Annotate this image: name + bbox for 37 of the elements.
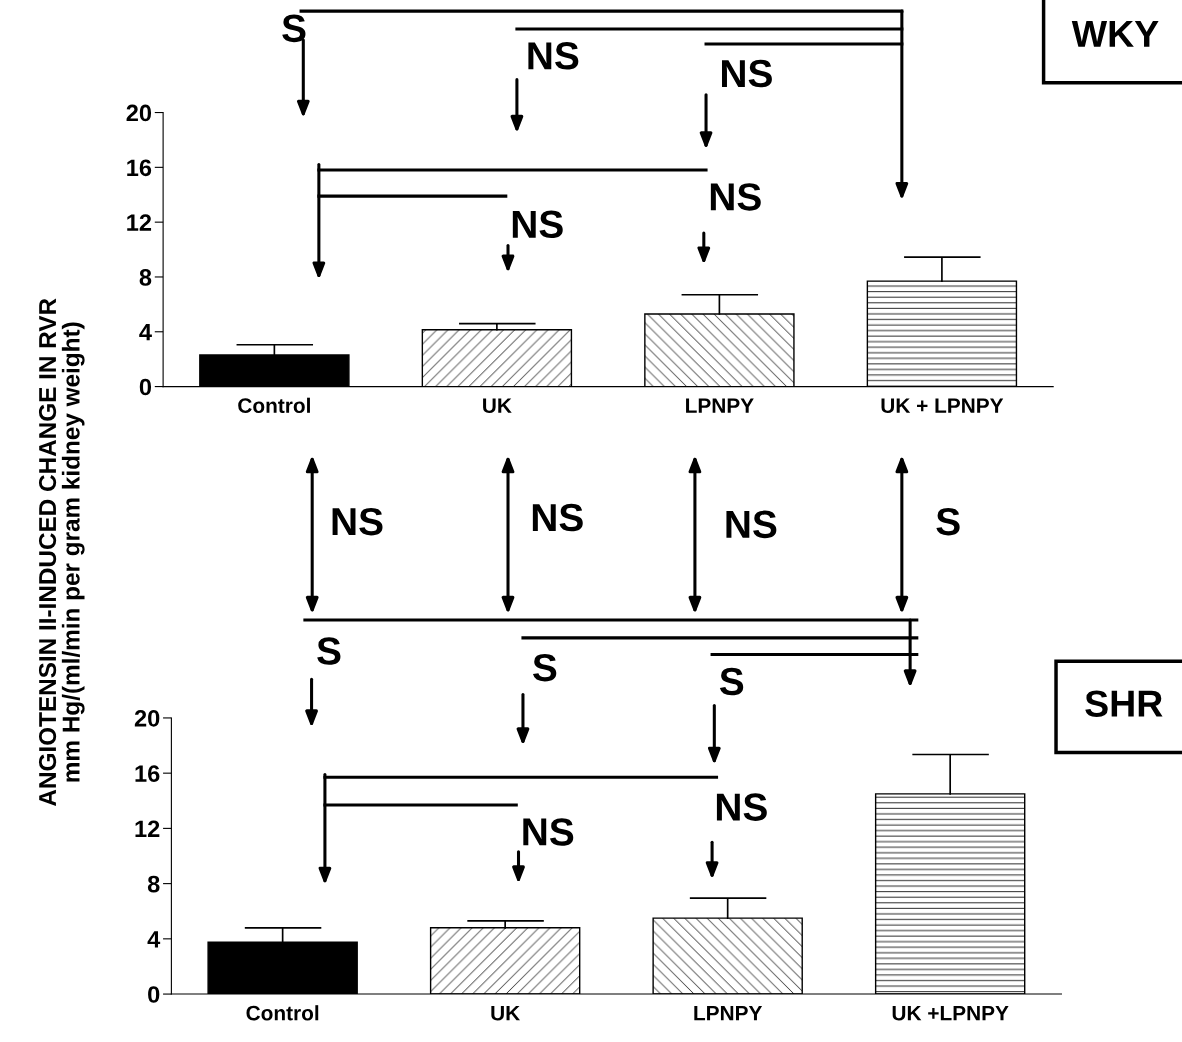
- text: S: [936, 507, 960, 536]
- x-tick-label: LPNPY: [686, 398, 754, 413]
- text: NS: [332, 507, 383, 536]
- annotation: NS: [523, 818, 574, 846]
- y-tick-label: 12: [135, 820, 160, 837]
- y-tick-label: 4: [139, 324, 152, 341]
- x-tick-label: UK +LPNPY: [892, 1005, 1009, 1021]
- x-tick-label: LPNPY: [694, 1005, 763, 1021]
- x-tick-label: UK + LPNPY: [881, 398, 1004, 413]
- text: S: [282, 14, 306, 43]
- y-tick-label: 20: [126, 104, 152, 122]
- y-tick-label: 16: [127, 159, 152, 177]
- text: S: [532, 653, 557, 682]
- text: NS: [722, 59, 772, 88]
- y-tick-label: 8: [147, 875, 160, 893]
- annotation: NS: [512, 210, 563, 239]
- text: S: [317, 637, 341, 665]
- y-tick-label: 0: [148, 986, 160, 1003]
- y-tick-label: 16: [135, 765, 160, 782]
- y-tick-label: 4: [147, 931, 161, 948]
- y-tick-label: 8: [139, 269, 152, 286]
- x-tick-label: Control: [238, 397, 310, 413]
- y-axis-title: ANGIOTENSIN II-INDUCED CHANGE IN RVR mm Hg/(ml/min per gram kidney weight): [38, 298, 85, 806]
- annotation: NS: [710, 183, 761, 211]
- text: SHR: [1085, 690, 1163, 717]
- y-tick-label: 12: [127, 214, 152, 231]
- text: NS: [726, 510, 777, 539]
- text: NS: [528, 42, 579, 70]
- y-tick-label: 0: [139, 378, 152, 396]
- text: WKY: [1071, 21, 1159, 47]
- y-tick-label: 20: [134, 710, 160, 727]
- x-tick-label: UK: [491, 1005, 521, 1021]
- x-tick-label: Control: [246, 1005, 319, 1021]
- text: S: [719, 667, 744, 696]
- text: NS: [532, 503, 583, 532]
- annotation: NS: [716, 793, 767, 821]
- x-tick-label: UK: [483, 398, 512, 413]
